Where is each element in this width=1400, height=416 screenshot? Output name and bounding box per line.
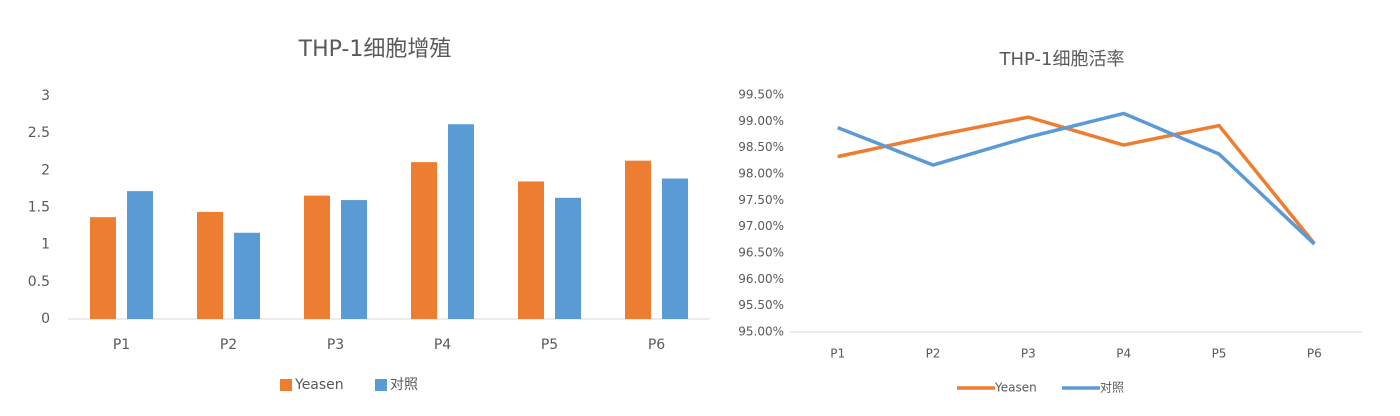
y-tick-label: 2 (41, 162, 50, 178)
x-tick-label: P5 (541, 337, 558, 353)
legend-label: Yeasen (294, 377, 344, 393)
y-tick-label: 3 (41, 88, 50, 104)
y-tick-label: 98.50% (738, 140, 784, 154)
x-tick-label: P6 (648, 337, 665, 353)
y-tick-label: 96.50% (738, 246, 784, 260)
bar (662, 178, 688, 319)
y-tick-label: 99.00% (738, 114, 784, 128)
x-tick-label: P4 (434, 337, 451, 353)
x-tick-label: P3 (327, 337, 344, 353)
bar (518, 181, 544, 319)
line (837, 115, 1316, 245)
legend-label: Yeasen (994, 381, 1037, 395)
y-tick-label: 97.00% (738, 219, 784, 233)
y-tick-label: 98.00% (738, 167, 784, 181)
y-tick-label: 2.5 (28, 125, 50, 141)
y-tick-label: 0 (41, 311, 50, 327)
bar (555, 197, 581, 319)
y-tick-label: 95.50% (738, 298, 784, 312)
chart-title: THP-1细胞活率 (999, 49, 1125, 70)
x-tick-label: P3 (1021, 347, 1036, 361)
y-tick-label: 95.00% (738, 325, 784, 339)
legend-label: 对照 (1100, 381, 1124, 395)
y-tick-label: 1.5 (28, 200, 50, 216)
x-tick-label: P1 (113, 337, 130, 353)
legend-label: 对照 (390, 377, 418, 393)
bar (341, 200, 367, 319)
x-tick-label: P5 (1212, 347, 1227, 361)
legend-swatch (375, 379, 387, 391)
bar (625, 160, 651, 319)
x-tick-label: P2 (220, 337, 237, 353)
y-tick-label: 1 (41, 237, 50, 253)
bar (448, 124, 474, 319)
x-tick-label: P4 (1116, 347, 1131, 361)
bar (234, 232, 260, 319)
y-tick-label: 99.50% (738, 88, 784, 102)
bar (304, 195, 330, 319)
y-tick-label: 96.00% (738, 272, 784, 286)
x-tick-label: P1 (830, 347, 845, 361)
bar (127, 191, 153, 319)
y-tick-label: 97.50% (738, 193, 784, 207)
bar (411, 162, 437, 319)
x-tick-label: P2 (926, 347, 941, 361)
x-tick-label: P6 (1307, 347, 1322, 361)
line (837, 111, 1316, 246)
bar (197, 211, 223, 319)
y-tick-label: 0.5 (28, 274, 50, 290)
legend-swatch (280, 379, 292, 391)
chart-title: THP-1细胞增殖 (298, 37, 452, 62)
bar (90, 217, 116, 319)
